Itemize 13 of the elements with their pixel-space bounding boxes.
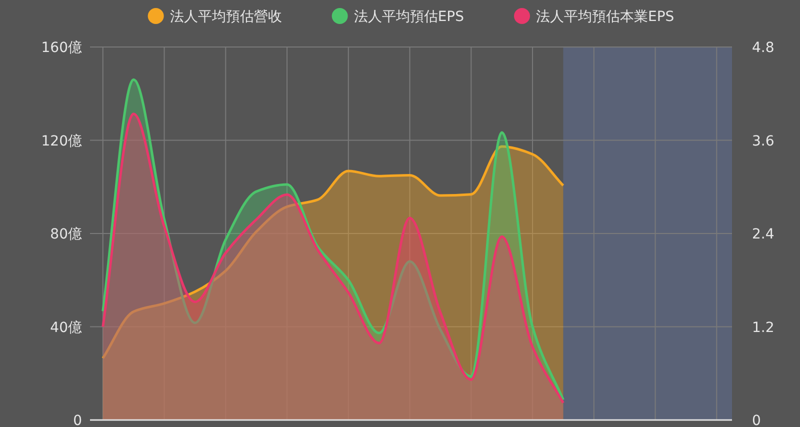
y-tick-label: 120億: [41, 133, 82, 150]
legend-label: 法人平均預估營收: [170, 9, 282, 25]
y2-tick-label: 1.2: [752, 320, 774, 336]
y-tick-label: 160億: [41, 40, 82, 56]
legend-label: 法人平均預估EPS: [354, 9, 464, 25]
legend-label: 法人平均預估本業EPS: [536, 9, 674, 25]
y2-tick-label: 0: [752, 413, 761, 427]
y-tick-label: 40億: [50, 320, 82, 336]
y2-tick-label: 3.6: [752, 133, 774, 150]
y2-tick-label: 2.4: [752, 226, 774, 242]
y-tick-label: 0: [73, 413, 82, 427]
y-tick-label: 80億: [50, 226, 82, 242]
y2-tick-label: 4.8: [752, 40, 774, 56]
